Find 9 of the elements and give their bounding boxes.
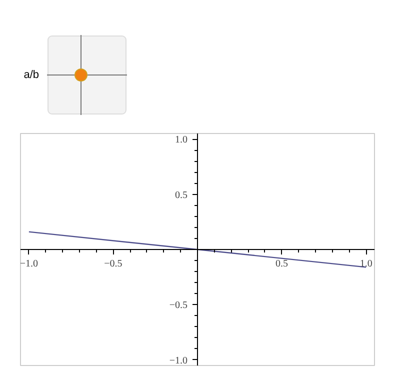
- x-tick-label: 1.0: [360, 258, 372, 270]
- text: a/b: [22, 69, 39, 81]
- x-tick-label: −1.0: [20, 258, 38, 270]
- x-tick-label: 0.5: [276, 258, 288, 270]
- y-tick-label: 1.0: [175, 134, 188, 146]
- y-tick-label: −1.0: [169, 355, 188, 366]
- y-tick-label: −0.5: [169, 300, 188, 312]
- y-tick-label: 0.5: [175, 190, 188, 201]
- x-tick-label: −0.5: [104, 258, 122, 270]
